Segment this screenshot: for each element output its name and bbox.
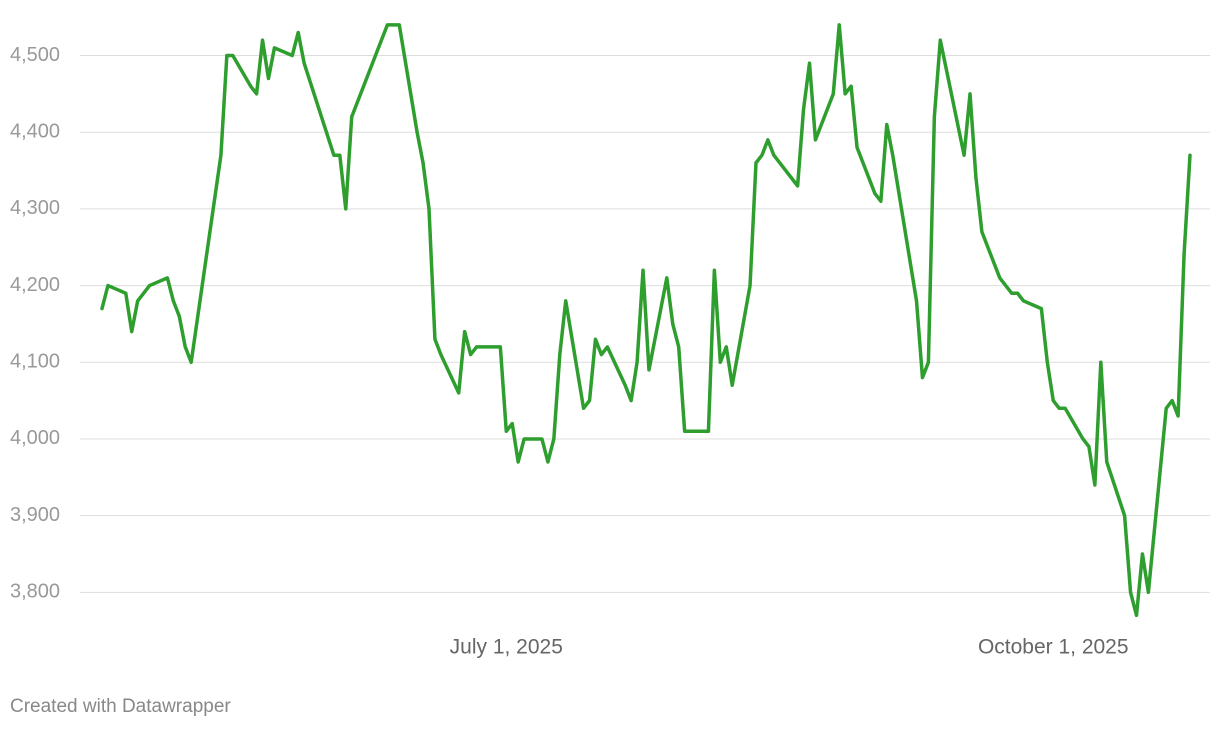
y-tick-label: 3,900	[10, 504, 60, 526]
y-tick-label: 4,300	[10, 197, 60, 219]
y-tick-label: 4,500	[10, 44, 60, 66]
y-tick-label: 3,800	[10, 581, 60, 603]
y-tick-label: 4,400	[10, 120, 60, 142]
footer: Created with Datawrapper	[10, 696, 231, 717]
y-tick-label: 4,000	[10, 427, 60, 449]
y-tick-label: 4,100	[10, 351, 60, 373]
x-tick-label: October 1, 2025	[978, 636, 1129, 659]
line	[100, 23, 1192, 618]
x-tick-label: July 1, 2025	[450, 636, 563, 659]
y-tick-label: 4,200	[10, 274, 60, 296]
